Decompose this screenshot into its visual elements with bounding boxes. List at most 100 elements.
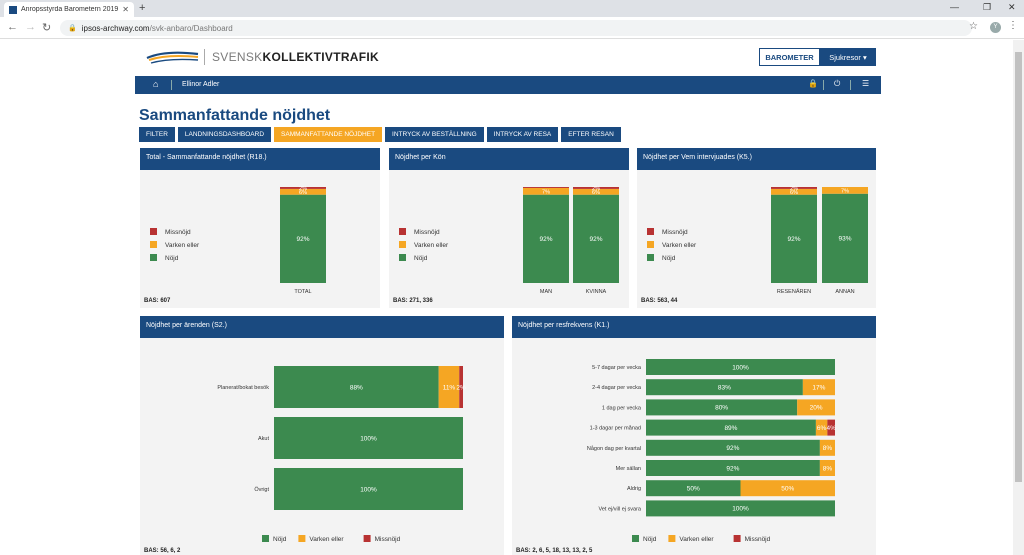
panel-base-count: BAS: 563, 44 [641, 298, 678, 304]
bar-segment-varken-eller [438, 366, 460, 408]
address-bar[interactable]: 🔒 ipsos-archway.com/svk-anbaro/Dashboard [60, 20, 972, 36]
legend-swatch-nojd [150, 254, 157, 261]
tab-intryck-av-bestallning[interactable]: INTRYCK AV BESTÄLLNING [385, 127, 484, 142]
logo-swoosh-icon [146, 51, 199, 64]
data-label: 83% [718, 385, 731, 392]
data-label: 50% [781, 486, 794, 493]
tab-intryck-av-resa[interactable]: INTRYCK AV RESA [486, 127, 559, 142]
restore-icon[interactable]: ❐ [983, 2, 992, 12]
bar-segment-nojd [573, 194, 619, 283]
data-label: 7% [542, 189, 550, 195]
site-favicon-icon [9, 5, 17, 14]
category-label: TOTAL [294, 289, 311, 295]
bar-segment-varken-eller [740, 480, 835, 497]
panel-base-count: BAS: 271, 336 [393, 298, 433, 304]
page-scrollbar[interactable] [1013, 40, 1024, 555]
category-label: Aldrig [627, 486, 641, 492]
logo-wordmark: SVENSKKOLLEKTIVTRAFIK [212, 50, 379, 64]
data-label: 11% [443, 384, 456, 391]
scrollbar-thumb[interactable] [1015, 52, 1022, 482]
category-label: Planerat/bokat besök [217, 385, 269, 391]
panel-kon: Nöjdhet per Kön Missnöjd Varken eller Nöjd… [389, 148, 629, 308]
gender-satisfaction-chart: Missnöjd Varken eller Nöjd 92% 7% MAN 92% 6%2% K… [399, 186, 619, 295]
data-label: 6% [299, 190, 307, 196]
data-label: 92% [726, 445, 739, 452]
bar-segment-varken-eller [573, 188, 619, 195]
home-icon[interactable]: ⌂ [153, 79, 159, 89]
data-label: 6% [592, 190, 600, 196]
bar-segment-missnojd [573, 187, 619, 189]
legend-swatch-missnojd [399, 228, 406, 235]
legend-swatch-varken-eller [668, 535, 676, 542]
bar-segment-nojd [646, 460, 820, 476]
power-icon[interactable]: ⏻ [834, 79, 841, 88]
main-navbar: ⌂ Ellinor Adler 🔒 ⏻ ☰ [135, 76, 881, 94]
bar-segment-varken-eller [802, 379, 835, 396]
data-label: 100% [360, 435, 377, 442]
site-logo[interactable]: SVENSKKOLLEKTIVTRAFIK [145, 48, 379, 66]
bar-segment-nojd [523, 194, 569, 283]
panel-base-count: BAS: 56, 6, 2 [144, 548, 181, 554]
lock-icon[interactable]: 🔒 [808, 79, 818, 88]
url-path: /svk-anbaro/Dashboard [149, 23, 233, 33]
bar-segment-nojd [274, 417, 463, 459]
navbar-divider [171, 80, 172, 90]
legend-swatch-nojd [262, 535, 269, 542]
new-tab-icon[interactable]: + [139, 2, 146, 14]
caret-down-icon: ▾ [863, 52, 867, 62]
bar-segment-varken-eller [523, 187, 569, 195]
lock-icon[interactable]: 🔒 [68, 25, 77, 32]
legend-swatch-missnojd [647, 228, 654, 235]
data-label: 2% [456, 384, 466, 391]
close-tab-icon[interactable]: ✕ [122, 5, 129, 14]
bookmark-star-icon[interactable]: ☆ [969, 21, 978, 32]
data-label: 89% [724, 425, 737, 432]
navbar-divider [823, 80, 824, 90]
profile-avatar[interactable]: Y [990, 22, 1001, 33]
bar-segment-varken-eller [819, 439, 835, 456]
bar-segment-nojd [646, 500, 835, 517]
bar-segment-varken-eller [797, 399, 835, 416]
bar-segment-varken-eller [771, 188, 817, 195]
bar-segment-nojd [822, 193, 868, 283]
legend-label-nojd: Nöjd [414, 255, 428, 262]
tab-landningsdashboard[interactable]: LANDNINGSDASHBOARD [177, 127, 272, 142]
legend-swatch-nojd [632, 535, 639, 542]
barometer-button[interactable]: BAROMETER [759, 48, 820, 66]
tab-sammanfattande-nojdhet[interactable]: SAMMANFATTANDE NÖJDHET [274, 127, 383, 142]
data-label: 88% [350, 384, 363, 391]
legend-label-nojd: Nöjd [273, 536, 287, 543]
legend-swatch-nojd [647, 254, 654, 261]
back-arrow-icon[interactable]: ← [7, 21, 18, 33]
legend-swatch-missnojd [150, 228, 157, 235]
legend-swatch-nojd [399, 254, 406, 261]
minimize-icon[interactable]: — [950, 2, 959, 12]
survey-dropdown[interactable]: Sjukresor ▾ [820, 48, 876, 66]
bar-segment-nojd [771, 194, 817, 283]
panel-total: Total - Sammanfattande nöjdhet (R18.) Mi… [140, 148, 380, 308]
data-label: 80% [715, 405, 728, 412]
forward-arrow-icon[interactable]: → [25, 21, 36, 33]
tab-efter-resan[interactable]: EFTER RESAN [561, 127, 621, 142]
legend-label-missnojd: Missnöjd [165, 229, 191, 236]
bar-segment-nojd [646, 439, 820, 456]
data-label: 2% [299, 186, 307, 192]
logo-divider [204, 49, 205, 65]
bar-segment-varken-eller [815, 419, 828, 436]
bar-segment-nojd [646, 399, 798, 416]
data-label: 2% [592, 186, 600, 192]
panel-title: Nöjdhet per ärenden (S2.) [140, 316, 504, 338]
data-label: 92% [787, 236, 800, 243]
reload-icon[interactable]: ↻ [42, 22, 52, 34]
hamburger-menu-icon[interactable]: ☰ [862, 79, 870, 88]
tab-filter[interactable]: FILTER [139, 127, 175, 142]
bar-segment-missnojd [459, 366, 463, 408]
close-window-icon[interactable]: ✕ [1008, 2, 1016, 12]
category-label: Mer sällan [616, 466, 641, 472]
data-label: 2% [790, 186, 798, 192]
panel-base-count: BAS: 2, 6, 5, 18, 13, 13, 2, 5 [516, 548, 593, 554]
data-label: 7% [841, 188, 849, 194]
category-label: ANNAN [835, 289, 854, 295]
browser-tab[interactable]: Anropsstyrda Barometern 2019 ✕ [4, 2, 134, 17]
browser-menu-icon[interactable]: ⋮ [1008, 20, 1018, 31]
